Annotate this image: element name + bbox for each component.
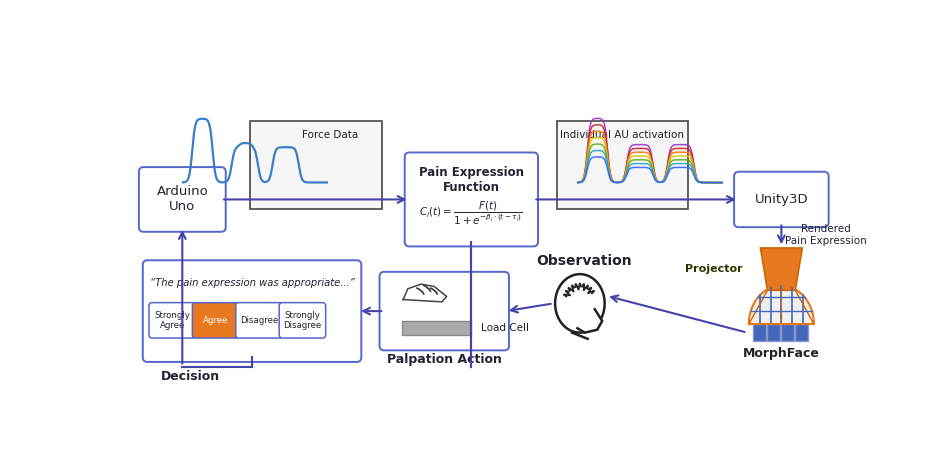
FancyBboxPatch shape <box>734 172 828 227</box>
FancyBboxPatch shape <box>781 324 794 341</box>
Polygon shape <box>555 274 604 332</box>
FancyBboxPatch shape <box>236 303 282 338</box>
FancyBboxPatch shape <box>139 167 226 232</box>
FancyBboxPatch shape <box>402 321 471 335</box>
Polygon shape <box>749 285 814 324</box>
FancyBboxPatch shape <box>149 303 196 338</box>
Polygon shape <box>760 248 803 290</box>
Text: Unity3D: Unity3D <box>754 193 808 206</box>
FancyBboxPatch shape <box>142 260 361 362</box>
FancyBboxPatch shape <box>557 121 689 209</box>
Text: Disagree: Disagree <box>240 316 278 325</box>
Text: Palpation Action: Palpation Action <box>387 353 502 366</box>
Text: Rendered
Pain Expression: Rendered Pain Expression <box>786 225 867 246</box>
FancyBboxPatch shape <box>251 121 382 209</box>
Text: Individual AU activation: Individual AU activation <box>560 130 685 140</box>
Text: Load Cell: Load Cell <box>481 323 529 333</box>
Text: Projector: Projector <box>685 264 743 274</box>
Text: Agree: Agree <box>203 316 228 325</box>
FancyBboxPatch shape <box>405 152 538 247</box>
Text: Arduino
Uno: Arduino Uno <box>157 185 208 213</box>
Text: Decision: Decision <box>161 370 219 383</box>
Text: “The pain expression was appropriate...”: “The pain expression was appropriate...” <box>150 278 354 288</box>
Text: Strongly
Agree: Strongly Agree <box>154 311 190 330</box>
FancyBboxPatch shape <box>279 303 326 338</box>
FancyBboxPatch shape <box>795 324 808 341</box>
Text: Observation: Observation <box>536 254 632 268</box>
FancyBboxPatch shape <box>753 324 766 341</box>
Text: Pain Expression
Function: Pain Expression Function <box>419 166 523 194</box>
FancyBboxPatch shape <box>380 272 509 351</box>
Text: Strongly
Disagree: Strongly Disagree <box>283 311 321 330</box>
Text: Force Data: Force Data <box>302 130 358 140</box>
FancyBboxPatch shape <box>768 324 780 341</box>
FancyBboxPatch shape <box>192 303 238 338</box>
Text: $C_i(t)=\dfrac{F(t)}{1+e^{-\beta_i\cdot(t-\tau_i)}}$: $C_i(t)=\dfrac{F(t)}{1+e^{-\beta_i\cdot(… <box>420 200 523 227</box>
Text: MorphFace: MorphFace <box>743 347 820 361</box>
